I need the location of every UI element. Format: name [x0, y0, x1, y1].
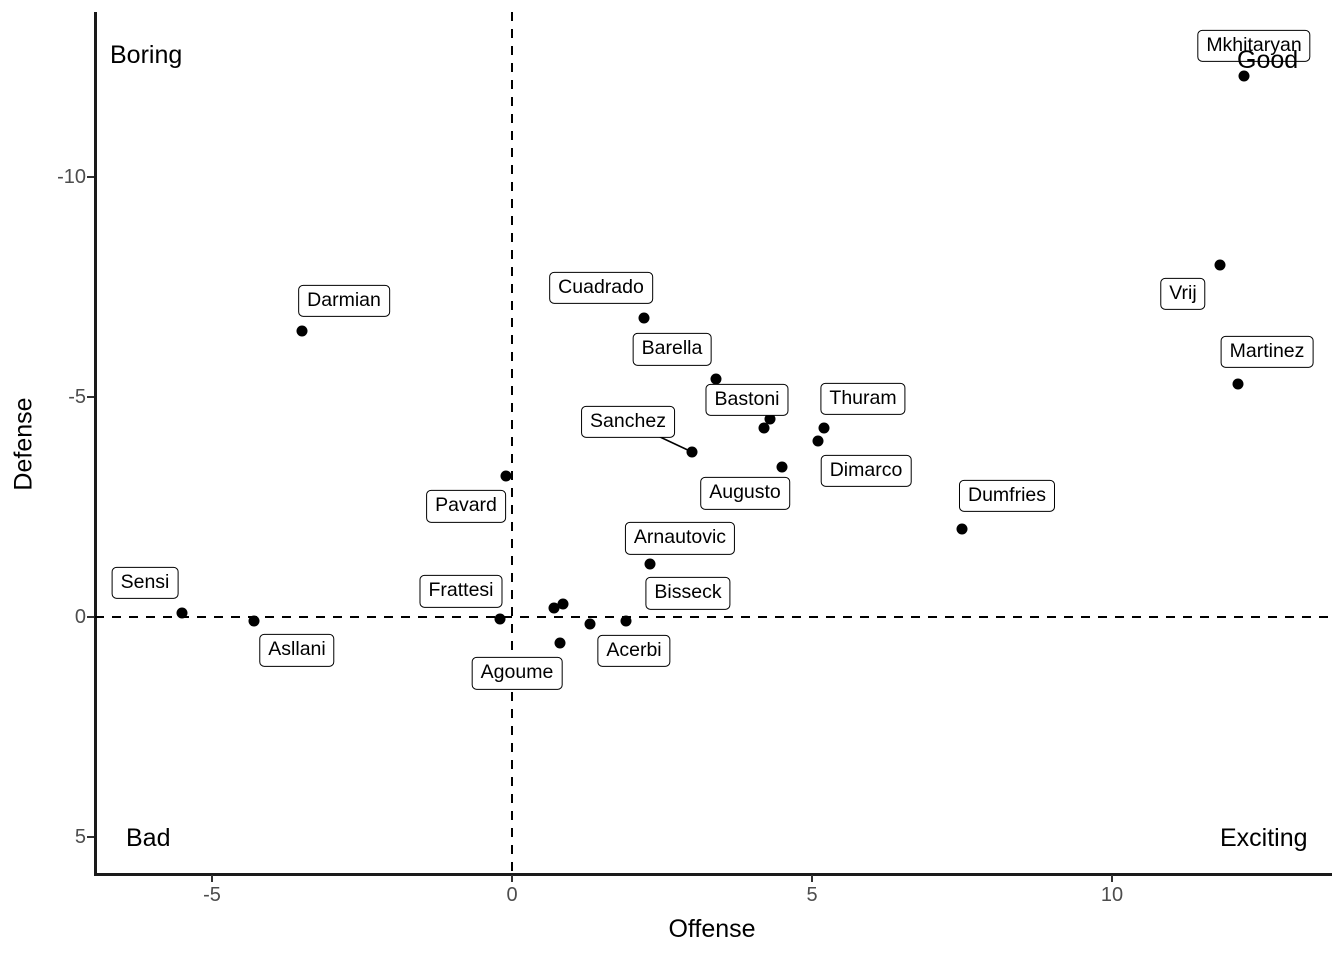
- quadrant-label-exciting: Exciting: [1220, 824, 1308, 852]
- x-tick-label: 5: [806, 884, 818, 906]
- point-label: Cuadrado: [549, 271, 653, 304]
- data-point: [1214, 259, 1226, 271]
- point-label: Darmian: [298, 284, 390, 318]
- x-tick-label: -5: [203, 884, 221, 906]
- point-label: Asllani: [259, 634, 335, 667]
- y-tick-mark: [87, 615, 94, 619]
- y-tick-label: 0: [74, 606, 86, 628]
- data-point: [638, 312, 650, 324]
- point-label: Bastoni: [705, 383, 789, 417]
- data-point: [500, 470, 512, 482]
- x-tick-mark: [1110, 875, 1114, 882]
- point-label: Vrij: [1160, 277, 1206, 311]
- data-point: [776, 461, 788, 473]
- data-point: [812, 435, 824, 447]
- data-point: [620, 615, 632, 627]
- data-point: [764, 413, 776, 425]
- x-tick-label: 0: [506, 884, 518, 906]
- y-tick-mark: [87, 175, 94, 179]
- data-point: [584, 618, 596, 630]
- point-label: Dumfries: [958, 479, 1056, 513]
- point-label: Bisseck: [645, 577, 731, 610]
- data-point: [554, 637, 566, 649]
- data-point: [248, 615, 260, 627]
- data-point: [686, 446, 698, 458]
- point-label: Augusto: [700, 477, 790, 510]
- data-point: [557, 598, 569, 610]
- data-point: [548, 602, 560, 614]
- y-tick-label: 5: [74, 826, 86, 848]
- point-label: Acerbi: [597, 634, 671, 667]
- point-label: Sanchez: [581, 405, 675, 439]
- data-point: [1238, 70, 1250, 82]
- quadrant-label-good: Good: [1237, 46, 1299, 74]
- data-point: [176, 607, 188, 619]
- y-tick-label: -10: [57, 166, 86, 188]
- data-point: [818, 422, 830, 434]
- data-point: [494, 613, 506, 625]
- x-tick-mark: [210, 875, 214, 882]
- x-axis-line: [94, 873, 1332, 876]
- reference-line-horizontal: [95, 615, 1332, 619]
- point-label: Frattesi: [419, 575, 503, 608]
- y-tick-mark: [87, 835, 94, 839]
- point-label: Pavard: [426, 490, 506, 523]
- x-tick-mark: [510, 875, 514, 882]
- x-tick-label: 10: [1100, 884, 1124, 906]
- data-point: [296, 325, 308, 337]
- y-axis-line: [94, 12, 97, 875]
- y-tick-mark: [87, 395, 94, 399]
- point-label: Martinez: [1220, 335, 1314, 368]
- data-point: [644, 558, 656, 570]
- x-tick-mark: [810, 875, 814, 882]
- quadrant-label-boring: Boring: [110, 41, 183, 69]
- reference-line-vertical: [510, 12, 513, 873]
- y-axis-title: Defense: [9, 397, 38, 491]
- x-axis-title: Offense: [668, 915, 756, 943]
- data-point: [758, 422, 770, 434]
- data-point: [956, 523, 968, 535]
- point-label: Agoume: [471, 657, 563, 690]
- data-point: [710, 373, 722, 385]
- point-label: Arnautovic: [624, 522, 736, 555]
- point-label: Mkhitaryan: [1197, 29, 1311, 62]
- point-label: Thuram: [820, 382, 906, 415]
- quadrant-label-bad: Bad: [126, 824, 171, 852]
- point-label: Sensi: [111, 566, 179, 599]
- y-tick-label: -5: [68, 386, 86, 408]
- point-label: Dimarco: [820, 454, 912, 488]
- point-label: Barella: [632, 333, 712, 366]
- data-point: [1232, 378, 1244, 390]
